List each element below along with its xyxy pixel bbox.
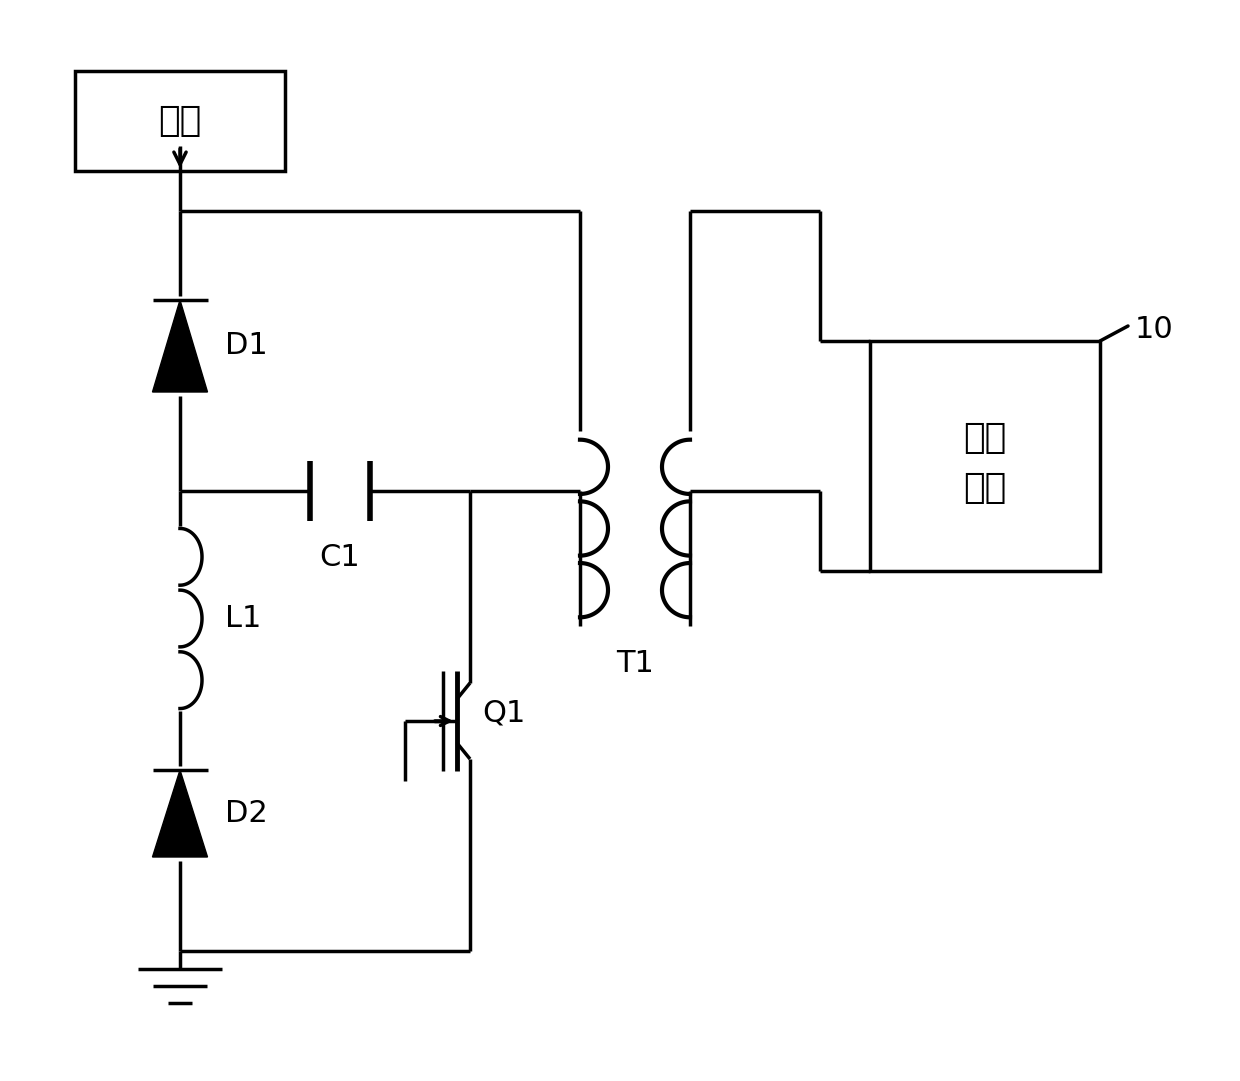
FancyBboxPatch shape (74, 71, 285, 171)
Text: D2: D2 (224, 799, 268, 828)
Text: C1: C1 (320, 543, 361, 572)
Text: 10: 10 (1135, 315, 1174, 344)
Text: Q1: Q1 (482, 698, 526, 728)
Polygon shape (153, 770, 207, 857)
Text: L1: L1 (224, 604, 262, 633)
Text: 电路: 电路 (963, 471, 1007, 505)
Polygon shape (153, 301, 207, 392)
Text: T1: T1 (616, 649, 653, 678)
Text: D1: D1 (224, 332, 268, 360)
Text: 输出: 输出 (963, 421, 1007, 455)
FancyBboxPatch shape (870, 341, 1100, 571)
Text: 电源: 电源 (159, 104, 202, 138)
